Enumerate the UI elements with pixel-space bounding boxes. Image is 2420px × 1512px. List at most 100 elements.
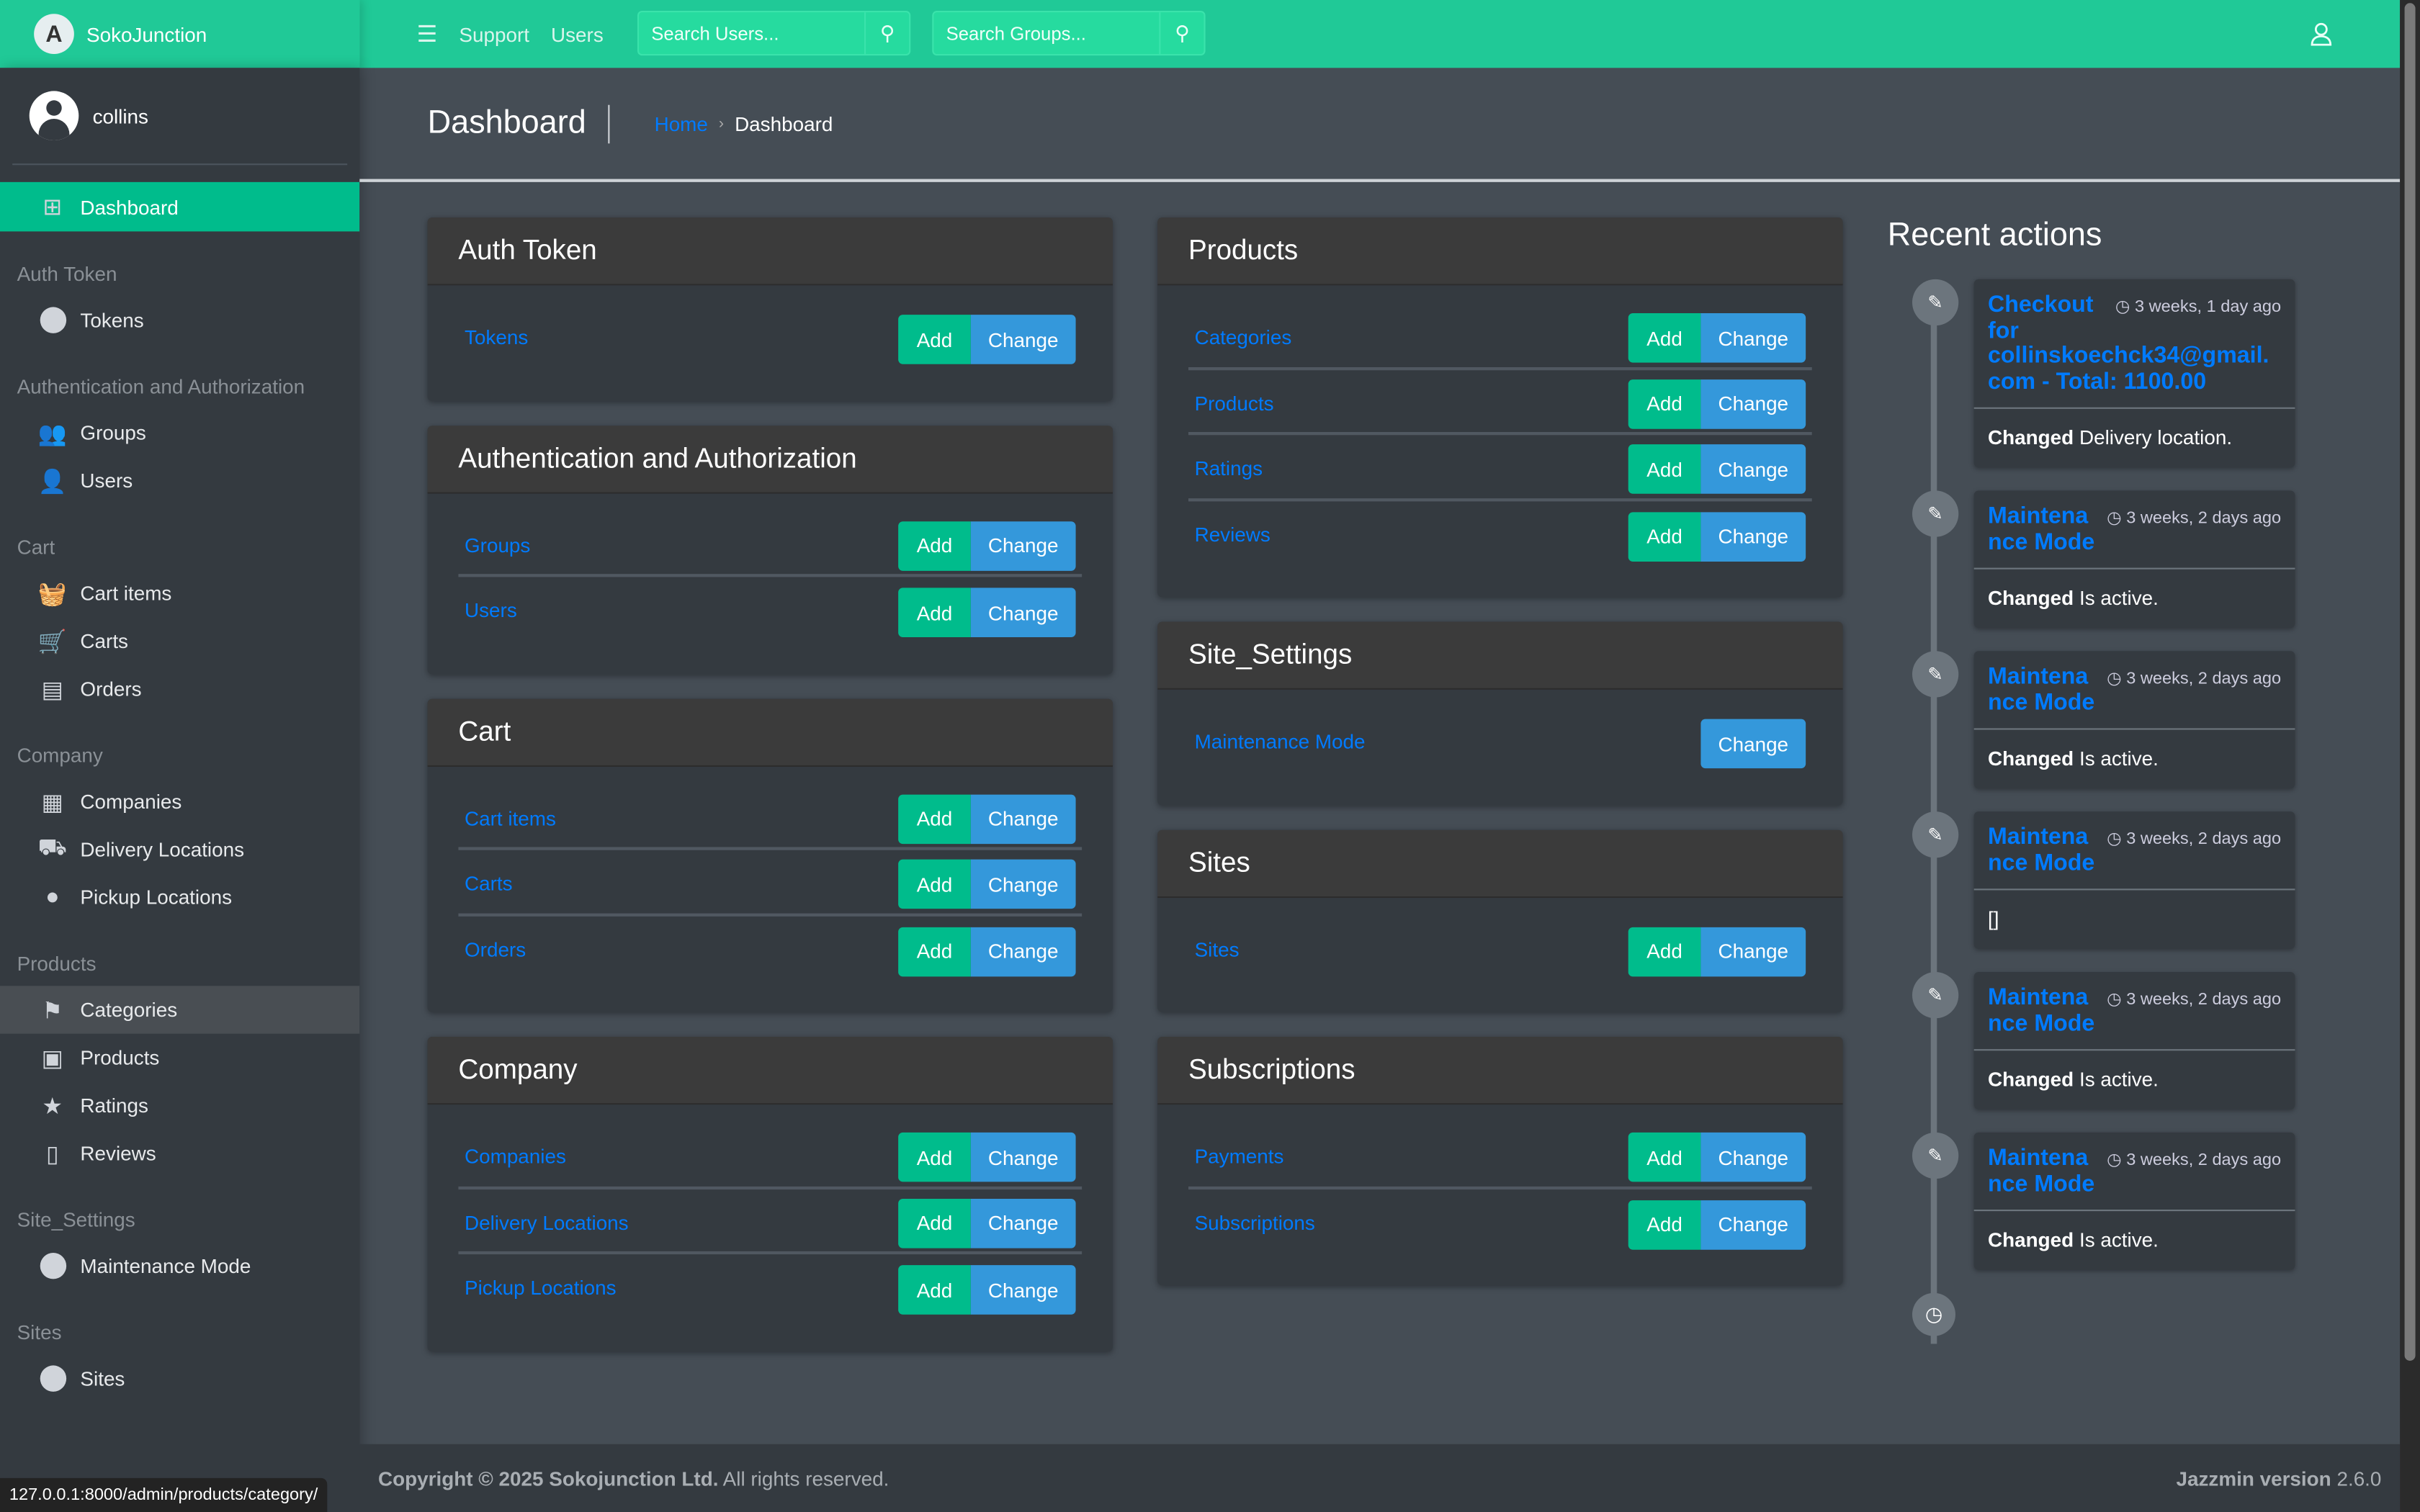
- scrollbar[interactable]: [2400, 0, 2420, 1512]
- model-link[interactable]: Products: [1194, 391, 1274, 415]
- change-button[interactable]: Change: [1700, 313, 1806, 364]
- model-link[interactable]: Categories: [1194, 325, 1292, 349]
- sidebar-item-orders[interactable]: ▤ Orders: [0, 665, 359, 713]
- sidebar-item-label: Orders: [80, 677, 142, 701]
- scrollbar-thumb[interactable]: [2404, 3, 2416, 1361]
- search-icon[interactable]: ⚲: [864, 12, 909, 54]
- sidebar-item-ratings[interactable]: ★ Ratings: [0, 1081, 359, 1129]
- model-link[interactable]: Companies: [465, 1145, 566, 1169]
- model-link[interactable]: Orders: [465, 937, 526, 960]
- change-button[interactable]: Change: [970, 860, 1076, 909]
- model-link[interactable]: Ratings: [1194, 456, 1263, 480]
- change-button[interactable]: Change: [1700, 927, 1806, 976]
- brand-link[interactable]: A SokoJunction: [0, 0, 359, 68]
- model-link[interactable]: Subscriptions: [1194, 1210, 1315, 1234]
- model-link[interactable]: Cart items: [465, 806, 556, 829]
- change-button[interactable]: Change: [1700, 1133, 1806, 1182]
- add-button[interactable]: Add: [1628, 379, 1701, 429]
- model-link[interactable]: Maintenance Mode: [1194, 729, 1366, 753]
- model-link[interactable]: Groups: [465, 533, 531, 557]
- timestamp: ◷ 3 weeks, 2 days ago: [2107, 509, 2282, 528]
- timeline-item-link[interactable]: Maintenance Mode: [1988, 1145, 2095, 1197]
- sidebar-item-reviews[interactable]: ▯ Reviews: [0, 1130, 359, 1177]
- change-button[interactable]: Change: [970, 1133, 1076, 1182]
- sidebar-item-sites[interactable]: Sites: [0, 1354, 359, 1402]
- add-button[interactable]: Add: [1628, 313, 1701, 364]
- change-button[interactable]: Change: [970, 521, 1076, 571]
- nav-support-link[interactable]: Support: [459, 22, 529, 46]
- model-link[interactable]: Delivery Locations: [465, 1210, 629, 1234]
- hamburger-menu-icon[interactable]: ☰: [416, 22, 438, 48]
- change-button[interactable]: Change: [970, 1265, 1076, 1315]
- add-button[interactable]: Add: [898, 927, 971, 976]
- model-row: Payments Add Change: [1188, 1123, 1812, 1189]
- model-link[interactable]: Carts: [465, 871, 513, 895]
- add-button[interactable]: Add: [898, 794, 971, 844]
- breadcrumb-home[interactable]: Home: [654, 112, 708, 136]
- model-link[interactable]: Pickup Locations: [465, 1276, 617, 1300]
- change-button[interactable]: Change: [970, 1198, 1076, 1248]
- add-button[interactable]: Add: [1628, 1133, 1701, 1182]
- timeline-item-link[interactable]: Maintenance Mode: [1988, 984, 2095, 1036]
- sidebar-item-users[interactable]: 👤 Users: [0, 456, 359, 504]
- add-button[interactable]: Add: [898, 315, 971, 365]
- change-button[interactable]: Change: [970, 794, 1076, 844]
- sidebar-item-products[interactable]: ▣ Products: [0, 1034, 359, 1081]
- sidebar-item-companies[interactable]: ▦ Companies: [0, 778, 359, 825]
- sidebar-item-groups[interactable]: 👥 Groups: [0, 409, 359, 456]
- model-link[interactable]: Users: [465, 598, 517, 622]
- sidebar-item-maintenance-mode[interactable]: Maintenance Mode: [0, 1242, 359, 1290]
- model-link[interactable]: Sites: [1194, 937, 1240, 960]
- sidebar-item-label: Reviews: [80, 1141, 156, 1165]
- add-button[interactable]: Add: [1628, 927, 1701, 976]
- sidebar-item-label: Delivery Locations: [80, 837, 245, 861]
- change-button[interactable]: Change: [1700, 444, 1806, 495]
- nav-users-link[interactable]: Users: [551, 22, 604, 46]
- timeline-item-link[interactable]: Maintenance Mode: [1988, 663, 2095, 716]
- clock-icon: ◷: [2107, 509, 2127, 528]
- add-button[interactable]: Add: [898, 588, 971, 638]
- change-button[interactable]: Change: [970, 927, 1076, 976]
- add-button[interactable]: Add: [898, 1198, 971, 1248]
- circle-icon: [37, 1365, 68, 1392]
- timeline-item-link[interactable]: Checkout for collinskoechck34@gmail.com …: [1988, 292, 2269, 395]
- sidebar-item-label: Dashboard: [80, 195, 179, 219]
- card-title: Authentication and Authorization: [427, 425, 1113, 493]
- add-button[interactable]: Add: [1628, 1200, 1701, 1250]
- circle-icon: [37, 307, 68, 333]
- star-icon: ★: [42, 1093, 63, 1120]
- sidebar-item-tokens[interactable]: Tokens: [0, 296, 359, 343]
- change-button[interactable]: Change: [1700, 511, 1806, 562]
- change-button[interactable]: Change: [1700, 1200, 1806, 1250]
- search-groups-input[interactable]: [933, 12, 1160, 54]
- change-button[interactable]: Change: [970, 315, 1076, 365]
- add-button[interactable]: Add: [1628, 444, 1701, 495]
- model-link[interactable]: Tokens: [465, 325, 529, 349]
- sidebar-item-pickup-locations[interactable]: ● Pickup Locations: [0, 873, 359, 921]
- model-link[interactable]: Payments: [1194, 1145, 1284, 1169]
- add-button[interactable]: Add: [898, 1133, 971, 1182]
- sidebar-item-cart-items[interactable]: 🧺 Cart items: [0, 570, 359, 617]
- footer: Copyright © 2025 Sokojunction Ltd. All r…: [359, 1444, 2401, 1512]
- sidebar-item-dashboard[interactable]: ⊞ Dashboard: [0, 181, 360, 232]
- add-button[interactable]: Add: [898, 1265, 971, 1315]
- search-icon[interactable]: ⚲: [1159, 12, 1204, 54]
- app-card-sites: Sites Sites Add Change: [1157, 829, 1843, 1012]
- box-icon: ▣: [41, 1045, 64, 1072]
- change-button[interactable]: Change: [970, 588, 1076, 638]
- change-button[interactable]: Change: [1700, 719, 1806, 769]
- add-button[interactable]: Add: [898, 860, 971, 909]
- change-button[interactable]: Change: [1700, 379, 1806, 429]
- add-button[interactable]: Add: [1628, 511, 1701, 562]
- sidebar-item-carts[interactable]: 🛒 Carts: [0, 617, 359, 665]
- timeline-item-link[interactable]: Maintenance Mode: [1988, 503, 2095, 555]
- sidebar-item-delivery-locations[interactable]: ⛟ Delivery Locations: [0, 825, 359, 873]
- sidebar-item-categories[interactable]: ⚑ Categories: [0, 986, 360, 1034]
- model-link[interactable]: Reviews: [1194, 522, 1270, 546]
- timeline-item-body: []: [1988, 907, 1999, 931]
- add-button[interactable]: Add: [898, 521, 971, 571]
- user-panel[interactable]: collins: [12, 68, 348, 166]
- timeline-item-link[interactable]: Maintenance Mode: [1988, 824, 2095, 876]
- user-menu-icon[interactable]: [2311, 22, 2332, 46]
- search-users-input[interactable]: [639, 12, 864, 54]
